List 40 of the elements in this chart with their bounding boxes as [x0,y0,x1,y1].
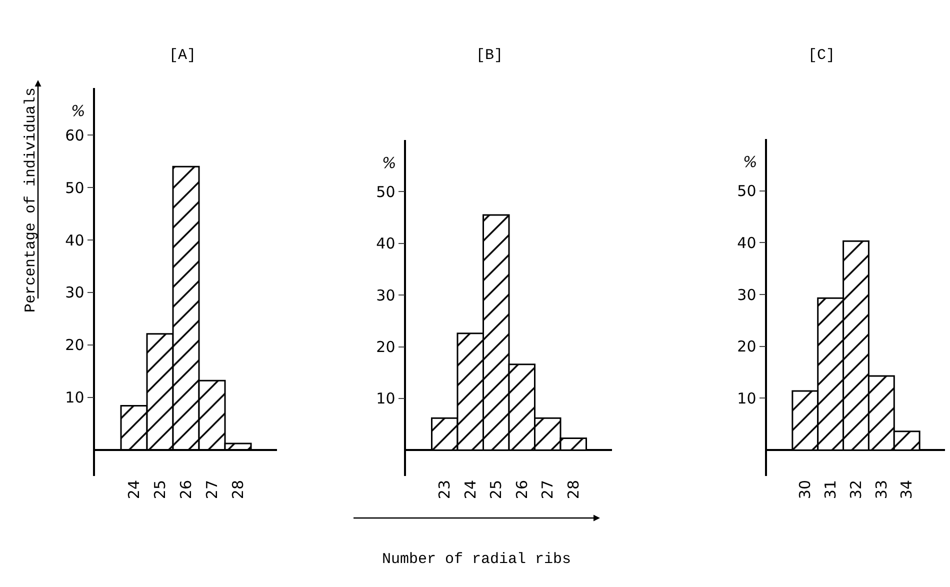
y-tick-label: 30 [376,286,396,304]
x-tick-label: 25 [487,480,506,500]
x-tick-label: 28 [228,480,247,500]
x-tick-label: 27 [202,480,221,500]
y-tick-label: 20 [65,336,84,354]
y-tick-label: 60 [65,126,84,144]
y-tick-label: 10 [737,389,756,408]
y-tick-label: 50 [376,182,396,201]
x-tick-label: 23 [436,480,454,500]
y-tick-label: 40 [376,234,396,253]
x-tick-label: 26 [176,480,195,500]
y-tick-label: 40 [65,231,84,250]
x-tick-label: 31 [821,480,840,500]
y-tick-label: 30 [65,284,84,302]
text: Percentage of individuals [22,87,40,312]
x-tick-label: 32 [846,480,865,500]
x-tick-label: 28 [564,480,582,500]
x-tick-label: 34 [898,480,916,500]
y-tick-label: 50 [737,182,756,200]
chart-title: [C] [808,47,836,64]
x-tick-label: 26 [512,480,531,500]
y-tick-label: 20 [737,338,756,356]
x-tick-label: 27 [538,480,557,500]
y-tick-label: 20 [376,338,396,356]
y-axis-title: % [382,154,396,172]
y-tick-label: 10 [65,388,84,407]
chart-title: [B] [476,47,504,64]
x-tick-label: 30 [796,480,814,500]
y-tick-label: 30 [737,286,756,304]
y-axis-title: % [71,102,86,120]
y-tick-label: 40 [737,234,756,252]
x-tick-label: 25 [150,480,169,500]
x-tick-label: 24 [461,480,480,500]
x-axis-title: Number of radial ribs [382,551,572,568]
x-tick-label: 24 [124,480,143,500]
chart-title: [A] [169,47,196,64]
y-tick-label: 50 [65,178,84,197]
x-tick-label: 33 [872,480,890,500]
y-tick-label: 10 [376,390,396,408]
y-axis-title: % [743,153,758,171]
